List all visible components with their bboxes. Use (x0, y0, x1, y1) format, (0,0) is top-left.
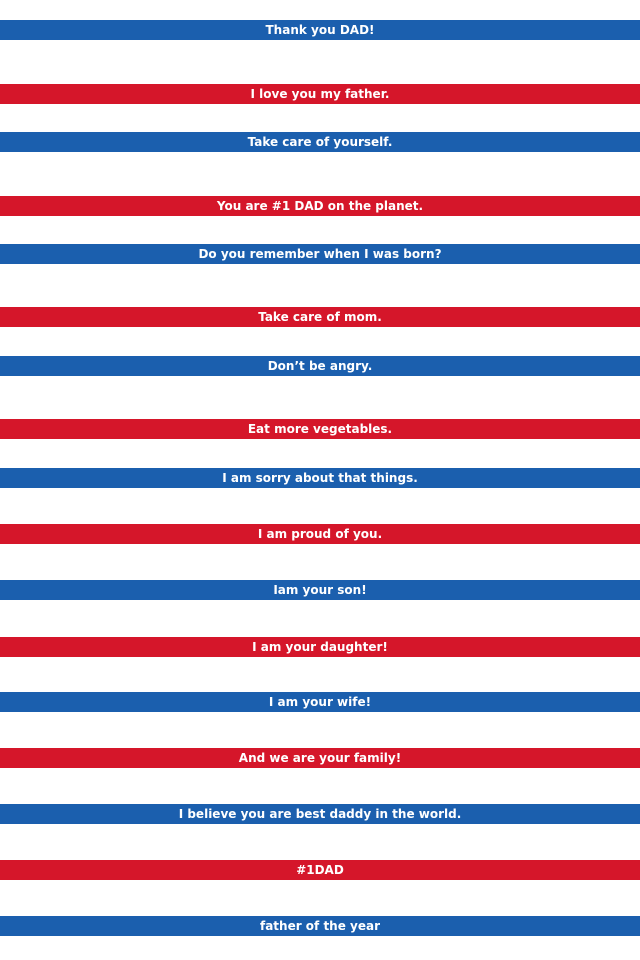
stripe-text: Don’t be angry. (267, 359, 373, 373)
stripe-text: I believe you are best daddy in the worl… (178, 807, 462, 821)
stripe-text: #1DAD (296, 863, 344, 877)
message-stripe-your-son: Iam your son! (0, 580, 640, 600)
message-stripe-eat-vegetables: Eat more vegetables. (0, 419, 640, 439)
stripe-text: Take care of mom. (258, 310, 382, 324)
message-stripe-remember-born: Do you remember when I was born? (0, 244, 640, 264)
message-stripe-take-care-mom: Take care of mom. (0, 307, 640, 327)
message-stripe-hashtag-1dad: #1DAD (0, 860, 640, 880)
message-stripe-your-daughter: I am your daughter! (0, 637, 640, 657)
stripe-text: Eat more vegetables. (247, 422, 393, 436)
message-stripe-father-of-year: father of the year (0, 916, 640, 936)
stripe-text: Do you remember when I was born? (198, 247, 442, 261)
message-stripe-take-care-yourself: Take care of yourself. (0, 132, 640, 152)
stripe-text: father of the year (259, 919, 381, 933)
message-stripe-your-family: And we are your family! (0, 748, 640, 768)
message-stripe-love-father: I love you my father. (0, 84, 640, 104)
message-stripe-number-one-dad: You are #1 DAD on the planet. (0, 196, 640, 216)
stripe-text: I am sorry about that things. (222, 471, 418, 485)
stripe-text: Iam your son! (273, 583, 367, 597)
message-stripe-dont-be-angry: Don’t be angry. (0, 356, 640, 376)
stripe-text: I am your wife! (268, 695, 372, 709)
stripe-text: You are #1 DAD on the planet. (216, 199, 424, 213)
message-stripe-your-wife: I am your wife! (0, 692, 640, 712)
stripe-text: And we are your family! (238, 751, 402, 765)
stripe-text: I love you my father. (250, 87, 390, 101)
message-stripe-thank-you: Thank you DAD! (0, 20, 640, 40)
message-stripe-sorry: I am sorry about that things. (0, 468, 640, 488)
message-stripe-best-daddy: I believe you are best daddy in the worl… (0, 804, 640, 824)
message-stripe-proud: I am proud of you. (0, 524, 640, 544)
stripe-text: Thank you DAD! (265, 23, 375, 37)
stripe-text: I am proud of you. (257, 527, 383, 541)
stripe-text: Take care of yourself. (247, 135, 393, 149)
stripe-text: I am your daughter! (252, 640, 388, 654)
